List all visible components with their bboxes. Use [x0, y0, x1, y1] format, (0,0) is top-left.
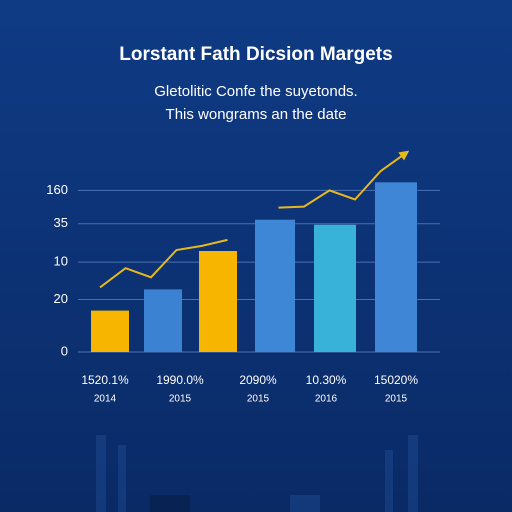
x-tick-label: 2016	[315, 394, 338, 405]
x-tick-label: 2015	[385, 394, 408, 405]
chart-title: Lorstant Fath Dicsion Margets	[119, 44, 392, 65]
x-tick-label: 2014	[94, 394, 117, 405]
x-tick-label: 15020%	[374, 373, 418, 387]
bar	[144, 289, 182, 352]
x-tick-label: 2015	[169, 394, 192, 405]
x-tick-label: 10.30%	[306, 373, 347, 387]
decoration	[96, 435, 418, 512]
bar	[314, 224, 356, 352]
subtitle: This wongrams an the date	[166, 106, 347, 123]
bar	[91, 310, 129, 352]
x-tick-label: 2015	[247, 394, 270, 405]
line	[99, 153, 406, 289]
bar	[199, 251, 237, 352]
x-tick-label: 1990.0%	[156, 373, 204, 387]
y-tick-label: 160	[46, 182, 68, 197]
bar	[255, 219, 295, 352]
subtitle: Gletolitic Confe the suyetonds.	[154, 83, 357, 100]
y-tick-label: 35	[54, 215, 68, 230]
y-tick-label: 20	[54, 291, 68, 306]
y-tick-label: 0	[61, 343, 68, 358]
x-tick-label: 1520.1%	[81, 373, 129, 387]
y-tick-label: 10	[54, 254, 68, 269]
bar	[375, 182, 417, 352]
x-tick-label: 2090%	[239, 373, 277, 387]
